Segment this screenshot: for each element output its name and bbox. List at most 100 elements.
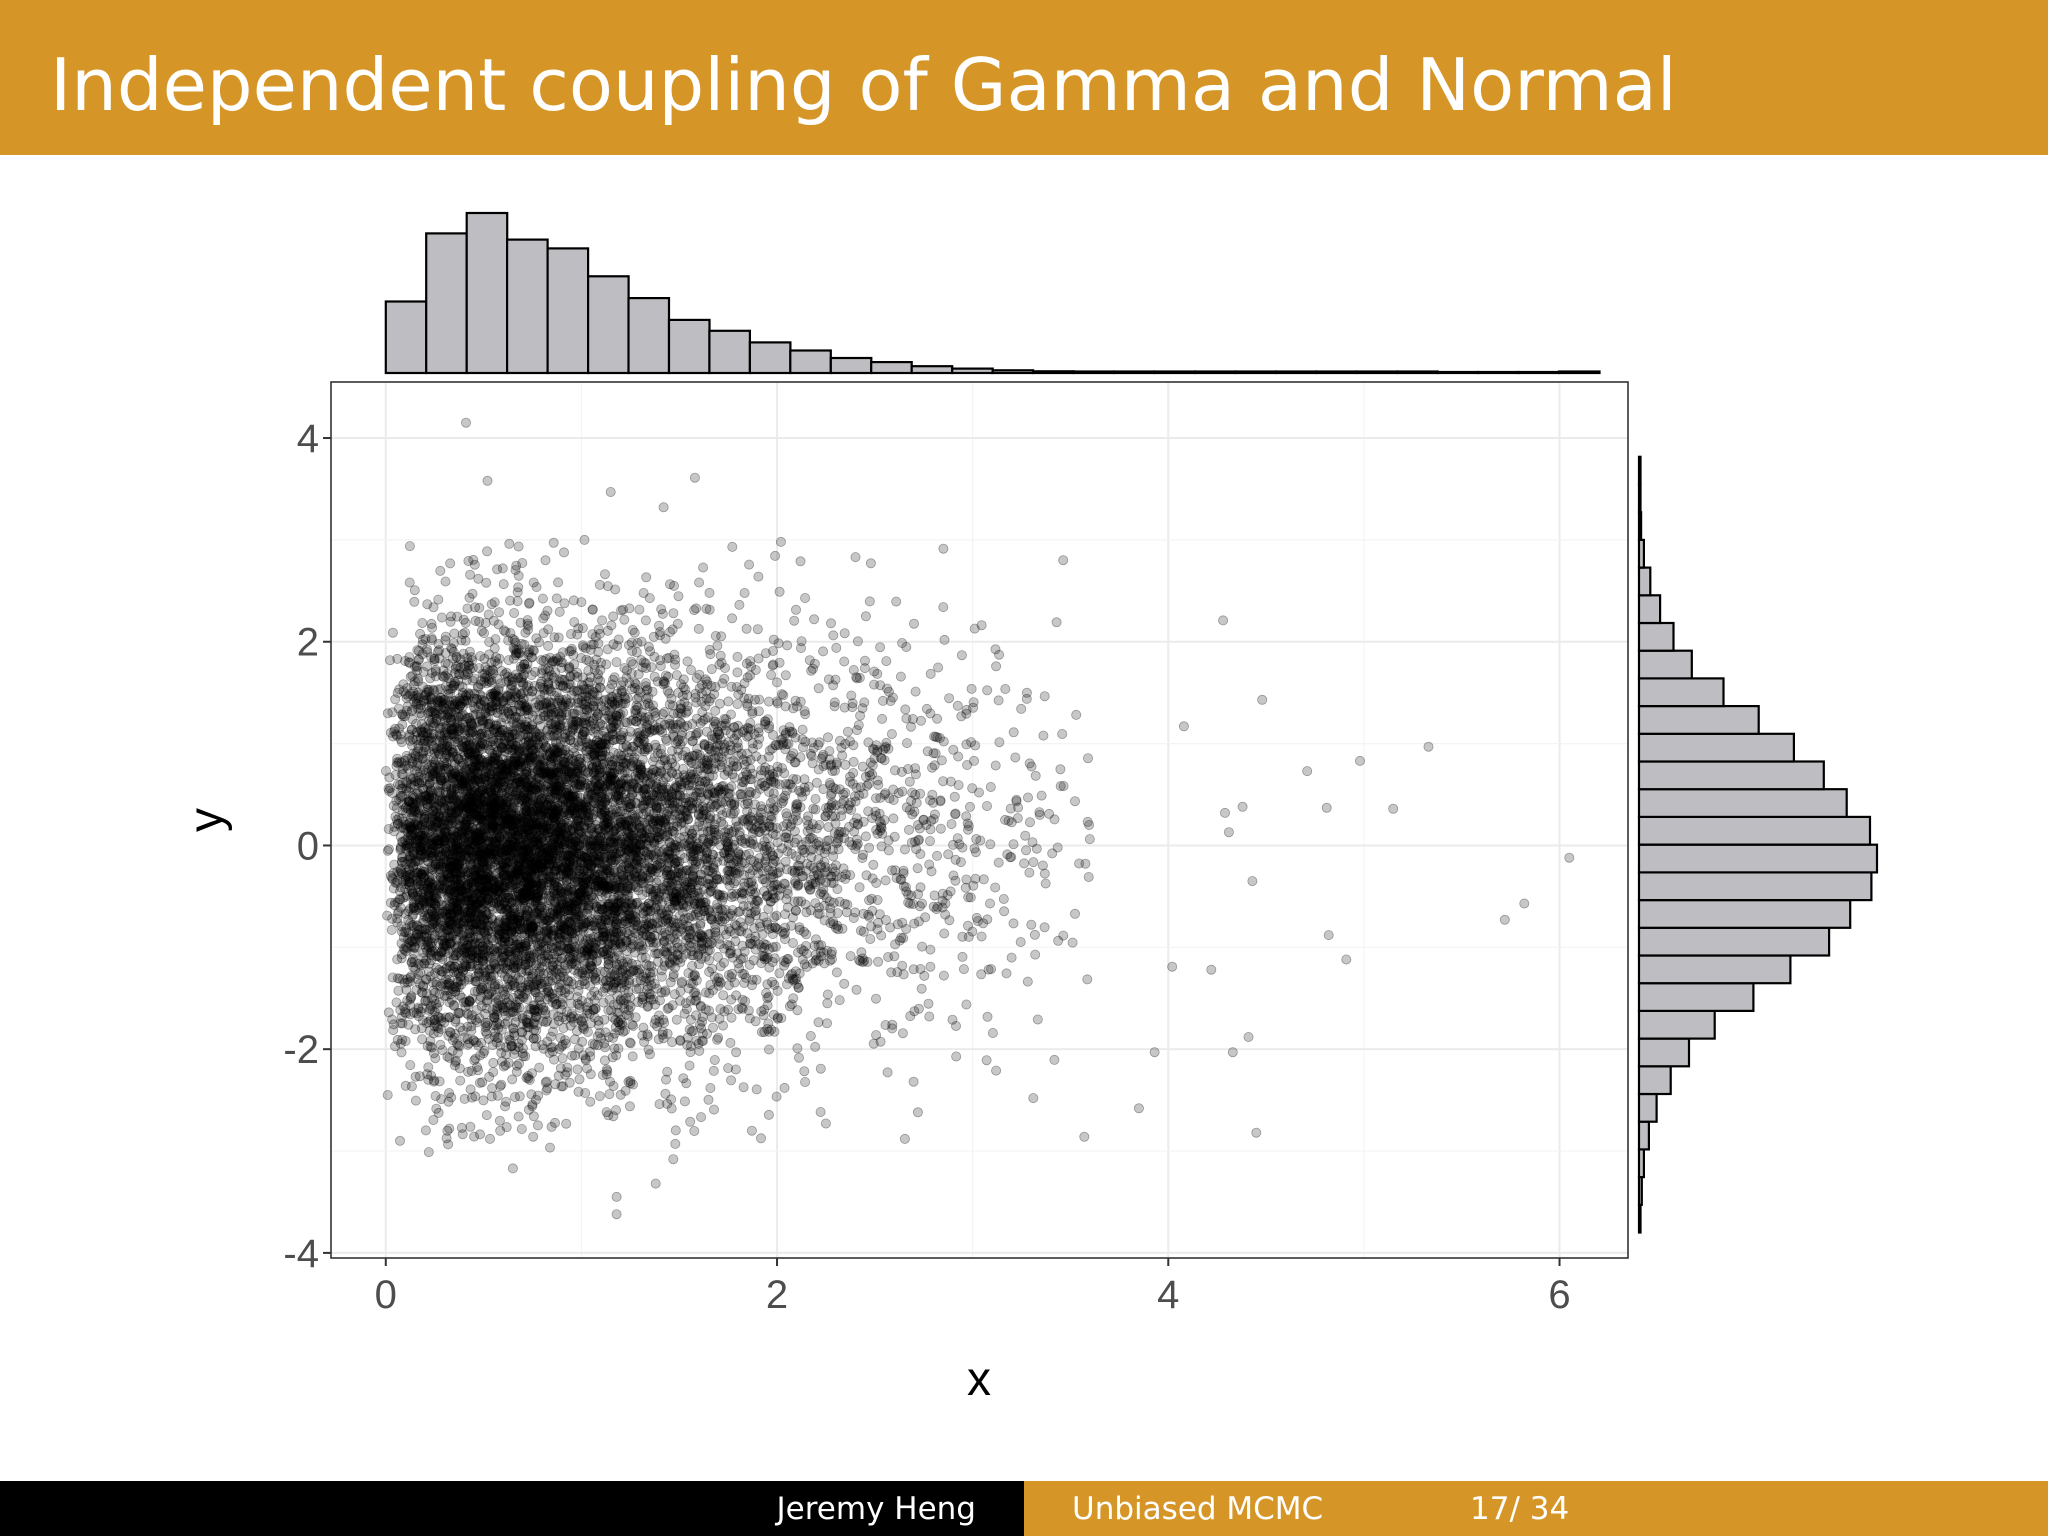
x-histogram-bar [991, 369, 1035, 375]
data-point [488, 1057, 499, 1068]
data-point [610, 908, 621, 919]
x-histogram-bar [870, 361, 913, 375]
data-point [770, 922, 781, 933]
data-point [561, 1118, 572, 1129]
data-point [559, 547, 570, 558]
x-histogram-bar [546, 247, 590, 375]
data-point [778, 956, 789, 967]
data-point [543, 925, 554, 936]
data-point [557, 863, 568, 874]
data-point [965, 801, 976, 812]
data-point [1084, 834, 1095, 845]
data-point [509, 837, 520, 848]
data-point [498, 724, 509, 735]
data-point [500, 963, 511, 974]
data-point [804, 884, 815, 895]
data-point [586, 937, 597, 948]
data-point [572, 1064, 583, 1075]
data-point [549, 1054, 560, 1065]
data-point [421, 687, 432, 698]
data-point [761, 917, 772, 928]
data-point [559, 816, 570, 827]
data-point [586, 789, 597, 800]
data-point [487, 1083, 498, 1094]
data-point [478, 964, 489, 975]
data-point [739, 946, 750, 957]
y-histogram-bar [1637, 455, 1642, 486]
data-point [741, 623, 752, 634]
data-point [489, 877, 500, 888]
data-point [517, 887, 528, 898]
data-point [675, 881, 686, 892]
y-histogram-bar [1637, 926, 1831, 957]
data-point [512, 921, 523, 932]
data-point [703, 1094, 714, 1105]
data-point [520, 951, 531, 962]
data-point [586, 961, 597, 972]
data-point [382, 708, 393, 719]
data-point [713, 951, 724, 962]
data-point [533, 1003, 544, 1014]
data-point [461, 804, 472, 815]
data-point [577, 731, 588, 742]
data-point [560, 835, 571, 846]
data-point [522, 1018, 533, 1029]
data-point [545, 923, 556, 934]
data-point [553, 933, 564, 944]
data-point [449, 628, 460, 639]
data-point [1037, 860, 1048, 871]
data-point [1003, 815, 1014, 826]
data-point [509, 744, 520, 755]
data-point [603, 955, 614, 966]
data-point [703, 741, 714, 752]
data-point [1039, 691, 1050, 702]
data-point [671, 892, 682, 903]
y-histogram-bar [1637, 871, 1873, 902]
data-point [448, 680, 459, 691]
data-point [845, 870, 856, 881]
data-point [800, 1077, 811, 1088]
data-point [475, 729, 486, 740]
data-point [685, 1116, 696, 1127]
data-point [879, 755, 890, 766]
data-point [436, 966, 447, 977]
data-point [786, 848, 797, 859]
data-point [746, 1125, 757, 1136]
data-point [641, 840, 652, 851]
data-point [496, 759, 507, 770]
data-point [535, 854, 546, 865]
data-point [577, 1022, 588, 1033]
data-point [420, 795, 431, 806]
data-point [680, 880, 691, 891]
slide-title: Independent coupling of Gamma and Normal [50, 43, 1677, 127]
data-point [498, 705, 509, 716]
data-point [465, 569, 476, 580]
data-point [726, 1075, 737, 1086]
data-point [822, 989, 833, 1000]
data-point [506, 1041, 517, 1052]
data-point [513, 790, 524, 801]
data-point [744, 559, 755, 570]
data-point [763, 696, 774, 707]
data-point [910, 686, 921, 697]
data-point [536, 810, 547, 821]
data-point [680, 998, 691, 1009]
data-point [564, 820, 575, 831]
data-point [432, 694, 443, 705]
data-point [578, 914, 589, 925]
data-point [511, 689, 522, 700]
data-point [466, 652, 477, 663]
data-point [417, 987, 428, 998]
data-point [709, 793, 720, 804]
y-histogram-bar [1637, 954, 1792, 985]
data-point [523, 891, 534, 902]
data-point [570, 837, 581, 848]
data-point [493, 928, 504, 939]
data-point [550, 1117, 561, 1128]
y-histogram-bar [1637, 732, 1795, 763]
data-point [515, 891, 526, 902]
data-point [899, 1133, 910, 1144]
data-point [548, 537, 559, 548]
data-point [472, 790, 483, 801]
data-point [714, 729, 725, 740]
